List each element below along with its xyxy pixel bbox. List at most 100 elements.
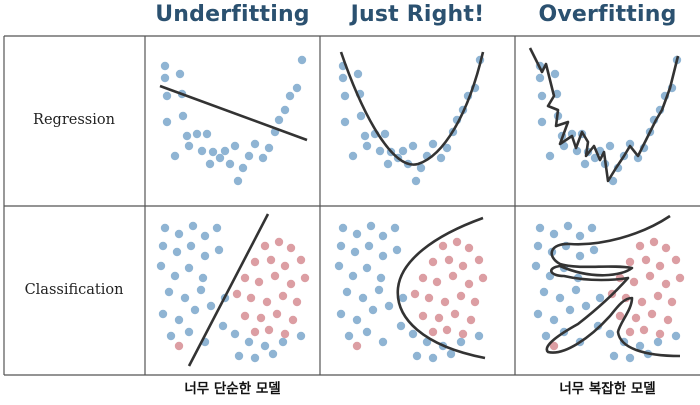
regression-point bbox=[356, 111, 366, 121]
class-point-blue bbox=[336, 309, 346, 319]
regression-point bbox=[208, 147, 218, 157]
regression-point bbox=[550, 69, 560, 79]
class-point-red bbox=[410, 289, 420, 299]
regression-point bbox=[292, 83, 302, 93]
class-point-blue bbox=[342, 287, 352, 297]
class-point-red bbox=[286, 243, 296, 253]
regression-point bbox=[362, 141, 372, 151]
regression-point bbox=[608, 176, 618, 186]
class-point-red bbox=[286, 279, 296, 289]
classification-panel-underfitting bbox=[156, 213, 310, 367]
class-point-blue bbox=[352, 229, 362, 239]
class-point-red bbox=[649, 237, 659, 247]
class-point-blue bbox=[653, 337, 663, 347]
overfit-regression-curve bbox=[528, 47, 680, 183]
class-point-blue bbox=[212, 223, 222, 233]
regression-point bbox=[160, 73, 170, 83]
class-point-red bbox=[240, 273, 250, 283]
class-point-red bbox=[645, 271, 655, 281]
class-point-blue bbox=[260, 341, 270, 351]
class-point-red bbox=[450, 309, 460, 319]
regression-point bbox=[416, 163, 426, 173]
class-point-blue bbox=[334, 261, 344, 271]
class-point-red bbox=[250, 327, 260, 337]
regression-point bbox=[205, 159, 215, 169]
class-point-blue bbox=[230, 329, 240, 339]
regression-point bbox=[238, 163, 248, 173]
class-point-red bbox=[418, 311, 428, 321]
class-point-red bbox=[647, 309, 657, 319]
class-point-blue bbox=[362, 263, 372, 273]
regression-point bbox=[202, 129, 212, 139]
title-underfitting: Underfitting bbox=[155, 2, 310, 27]
label-classification: Classification bbox=[24, 282, 124, 298]
class-point-red bbox=[629, 277, 639, 287]
regression-point bbox=[442, 143, 452, 153]
class-point-red bbox=[549, 341, 559, 351]
regression-point bbox=[178, 111, 188, 121]
class-point-red bbox=[635, 241, 645, 251]
regression-point bbox=[225, 159, 235, 169]
regression-panel-underfitting bbox=[159, 55, 308, 186]
class-point-red bbox=[232, 289, 242, 299]
class-point-blue bbox=[166, 331, 176, 341]
regression-point bbox=[230, 141, 240, 151]
class-point-blue bbox=[364, 241, 374, 251]
class-point-blue bbox=[571, 285, 581, 295]
class-point-blue bbox=[428, 353, 438, 363]
regression-point bbox=[436, 153, 446, 163]
regression-panel-just-right bbox=[338, 51, 485, 186]
class-point-blue bbox=[587, 223, 597, 233]
class-point-red bbox=[661, 243, 671, 253]
class-point-red bbox=[270, 271, 280, 281]
class-point-blue bbox=[474, 331, 484, 341]
class-point-red bbox=[300, 273, 310, 283]
class-point-blue bbox=[575, 251, 585, 261]
class-point-red bbox=[434, 313, 444, 323]
regression-point bbox=[580, 159, 590, 169]
class-point-red bbox=[464, 243, 474, 253]
regression-point bbox=[274, 115, 284, 125]
class-point-red bbox=[452, 237, 462, 247]
regression-point bbox=[340, 91, 350, 101]
class-point-blue bbox=[392, 245, 402, 255]
class-point-blue bbox=[214, 245, 224, 255]
class-point-blue bbox=[589, 245, 599, 255]
class-point-red bbox=[667, 297, 677, 307]
class-point-red bbox=[274, 237, 284, 247]
class-point-blue bbox=[581, 301, 591, 311]
class-point-red bbox=[639, 325, 649, 335]
class-point-blue bbox=[456, 337, 466, 347]
plots bbox=[156, 47, 685, 367]
overfit-decision-curve bbox=[545, 214, 681, 358]
class-point-blue bbox=[164, 287, 174, 297]
class-point-blue bbox=[160, 223, 170, 233]
regression-point bbox=[184, 141, 194, 151]
regression-point bbox=[360, 131, 370, 141]
class-point-red bbox=[432, 277, 442, 287]
footnote-too-complex: 너무 복잡한 모델 bbox=[559, 381, 656, 397]
class-point-red bbox=[272, 309, 282, 319]
class-point-red bbox=[266, 255, 276, 265]
class-point-blue bbox=[549, 229, 559, 239]
regression-point bbox=[537, 117, 547, 127]
class-point-blue bbox=[184, 263, 194, 273]
regression-point bbox=[264, 143, 274, 153]
class-point-blue bbox=[531, 261, 541, 271]
class-point-blue bbox=[184, 327, 194, 337]
class-point-red bbox=[280, 329, 290, 339]
regression-point bbox=[375, 146, 385, 156]
class-point-red bbox=[625, 327, 635, 337]
class-point-blue bbox=[244, 337, 254, 347]
class-point-blue bbox=[390, 223, 400, 233]
class-point-blue bbox=[563, 221, 573, 231]
class-point-red bbox=[458, 261, 468, 271]
class-point-red bbox=[615, 311, 625, 321]
class-point-blue bbox=[535, 223, 545, 233]
regression-point bbox=[233, 176, 243, 186]
regression-point bbox=[380, 129, 390, 139]
class-point-blue bbox=[172, 247, 182, 257]
class-point-blue bbox=[278, 337, 288, 347]
class-point-red bbox=[448, 271, 458, 281]
